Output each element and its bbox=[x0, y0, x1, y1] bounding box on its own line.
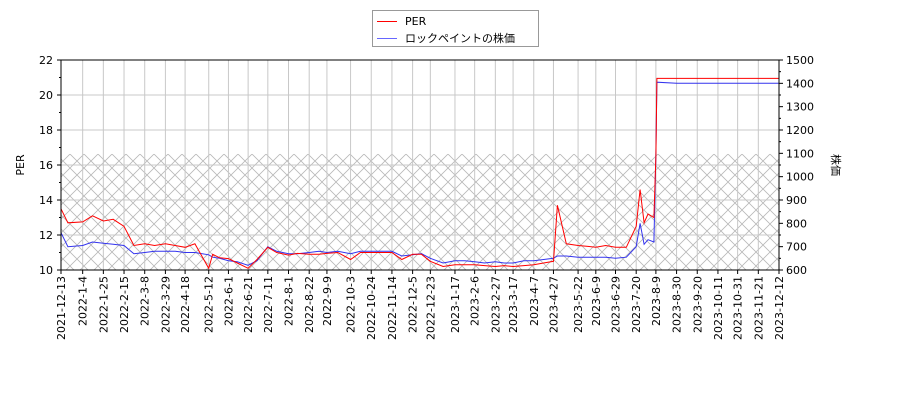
right-tick-label: 800 bbox=[786, 217, 807, 230]
x-tick-label: 2023-8-9 bbox=[650, 276, 663, 326]
x-tick-label: 2022-9-9 bbox=[321, 276, 334, 326]
right-tick-label: 1100 bbox=[786, 147, 814, 160]
x-tick-label: 2022-5-12 bbox=[203, 276, 216, 333]
right-tick-label: 700 bbox=[786, 241, 807, 254]
x-tick-label: 2023-10-31 bbox=[732, 276, 745, 340]
x-tick-label: 2022-6-21 bbox=[242, 276, 255, 333]
right-tick-label: 1400 bbox=[786, 77, 814, 90]
x-tick-label: 2022-10-24 bbox=[365, 276, 378, 340]
right-tick-label: 1200 bbox=[786, 124, 814, 137]
legend-item-per: PER bbox=[377, 13, 426, 29]
x-tick-label: 2023-4-27 bbox=[548, 276, 561, 333]
x-tick-label: 2022-8-1 bbox=[283, 276, 296, 326]
x-tick-label: 2022-2-15 bbox=[118, 276, 131, 333]
x-tick-label: 2023-2-27 bbox=[489, 276, 502, 333]
left-tick-label: 16 bbox=[39, 159, 53, 172]
x-tick-label: 2022-8-22 bbox=[303, 276, 316, 333]
x-tick-label: 2023-11-21 bbox=[752, 276, 765, 340]
legend-label-stock-price: ロックペイントの株価 bbox=[405, 32, 515, 45]
x-tick-label: 2023-8-30 bbox=[671, 276, 684, 333]
x-tick-label: 2023-9-20 bbox=[691, 276, 704, 333]
x-tick-label: 2022-12-5 bbox=[407, 276, 420, 333]
x-tick-label: 2023-12-12 bbox=[773, 276, 786, 340]
blue-line-swatch-icon bbox=[377, 37, 397, 39]
right-tick-label: 1000 bbox=[786, 171, 814, 184]
left-tick-label: 18 bbox=[39, 124, 53, 137]
x-tick-label: 2022-3-8 bbox=[139, 276, 152, 326]
x-tick-label: 2023-4-7 bbox=[528, 276, 541, 326]
legend-label-per: PER bbox=[405, 14, 427, 28]
x-tick-label: 2023-2-6 bbox=[469, 276, 482, 326]
legend: PER ロックペイントの株価 bbox=[372, 10, 539, 47]
left-tick-label: 12 bbox=[39, 229, 53, 242]
x-tick-label: 2022-10-3 bbox=[345, 276, 358, 333]
x-tick-label: 2022-11-14 bbox=[386, 276, 399, 340]
axes: 10 12 14 16 18 20 22 600 700 800 900 1000 1100 1200 13… bbox=[39, 54, 814, 340]
right-axis-title: 株価 bbox=[829, 154, 843, 176]
x-tick-label: 2022-12-23 bbox=[424, 276, 437, 340]
right-tick-label: 600 bbox=[786, 264, 807, 277]
left-tick-label: 10 bbox=[39, 264, 53, 277]
left-axis-title: PER bbox=[14, 154, 27, 176]
red-line-swatch-icon bbox=[377, 20, 397, 22]
hatched-band bbox=[61, 153, 779, 270]
right-tick-label: 1300 bbox=[786, 101, 814, 114]
legend-item-stock-price: ロックペイントの株価 bbox=[377, 30, 515, 46]
left-tick-label: 22 bbox=[39, 54, 53, 67]
x-tick-label: 2023-5-22 bbox=[572, 276, 585, 333]
x-tick-label: 2023-3-17 bbox=[507, 276, 520, 333]
x-tick-label: 2023-1-17 bbox=[449, 276, 462, 333]
left-tick-label: 14 bbox=[39, 194, 53, 207]
left-tick-label: 20 bbox=[39, 89, 53, 102]
x-tick-label: 2022-4-18 bbox=[179, 276, 192, 333]
x-tick-label: 2023-6-9 bbox=[590, 276, 603, 326]
x-tick-label: 2023-10-11 bbox=[712, 276, 725, 340]
right-tick-label: 900 bbox=[786, 194, 807, 207]
grid-lines bbox=[60, 59, 780, 271]
right-tick-label: 1500 bbox=[786, 54, 814, 67]
x-tick-label: 2022-1-25 bbox=[97, 276, 110, 333]
x-tick-label: 2022-3-29 bbox=[159, 276, 172, 333]
x-tick-label: 2023-7-20 bbox=[630, 276, 643, 333]
x-tick-label: 2023-6-29 bbox=[610, 276, 623, 333]
series-lines bbox=[60, 77, 779, 270]
x-tick-label: 2022-1-4 bbox=[77, 276, 90, 326]
x-tick-label: 2022-6-1 bbox=[222, 276, 235, 326]
x-tick-label: 2021-12-13 bbox=[55, 276, 68, 340]
x-tick-label: 2022-7-11 bbox=[262, 276, 275, 333]
per-line bbox=[60, 77, 779, 270]
